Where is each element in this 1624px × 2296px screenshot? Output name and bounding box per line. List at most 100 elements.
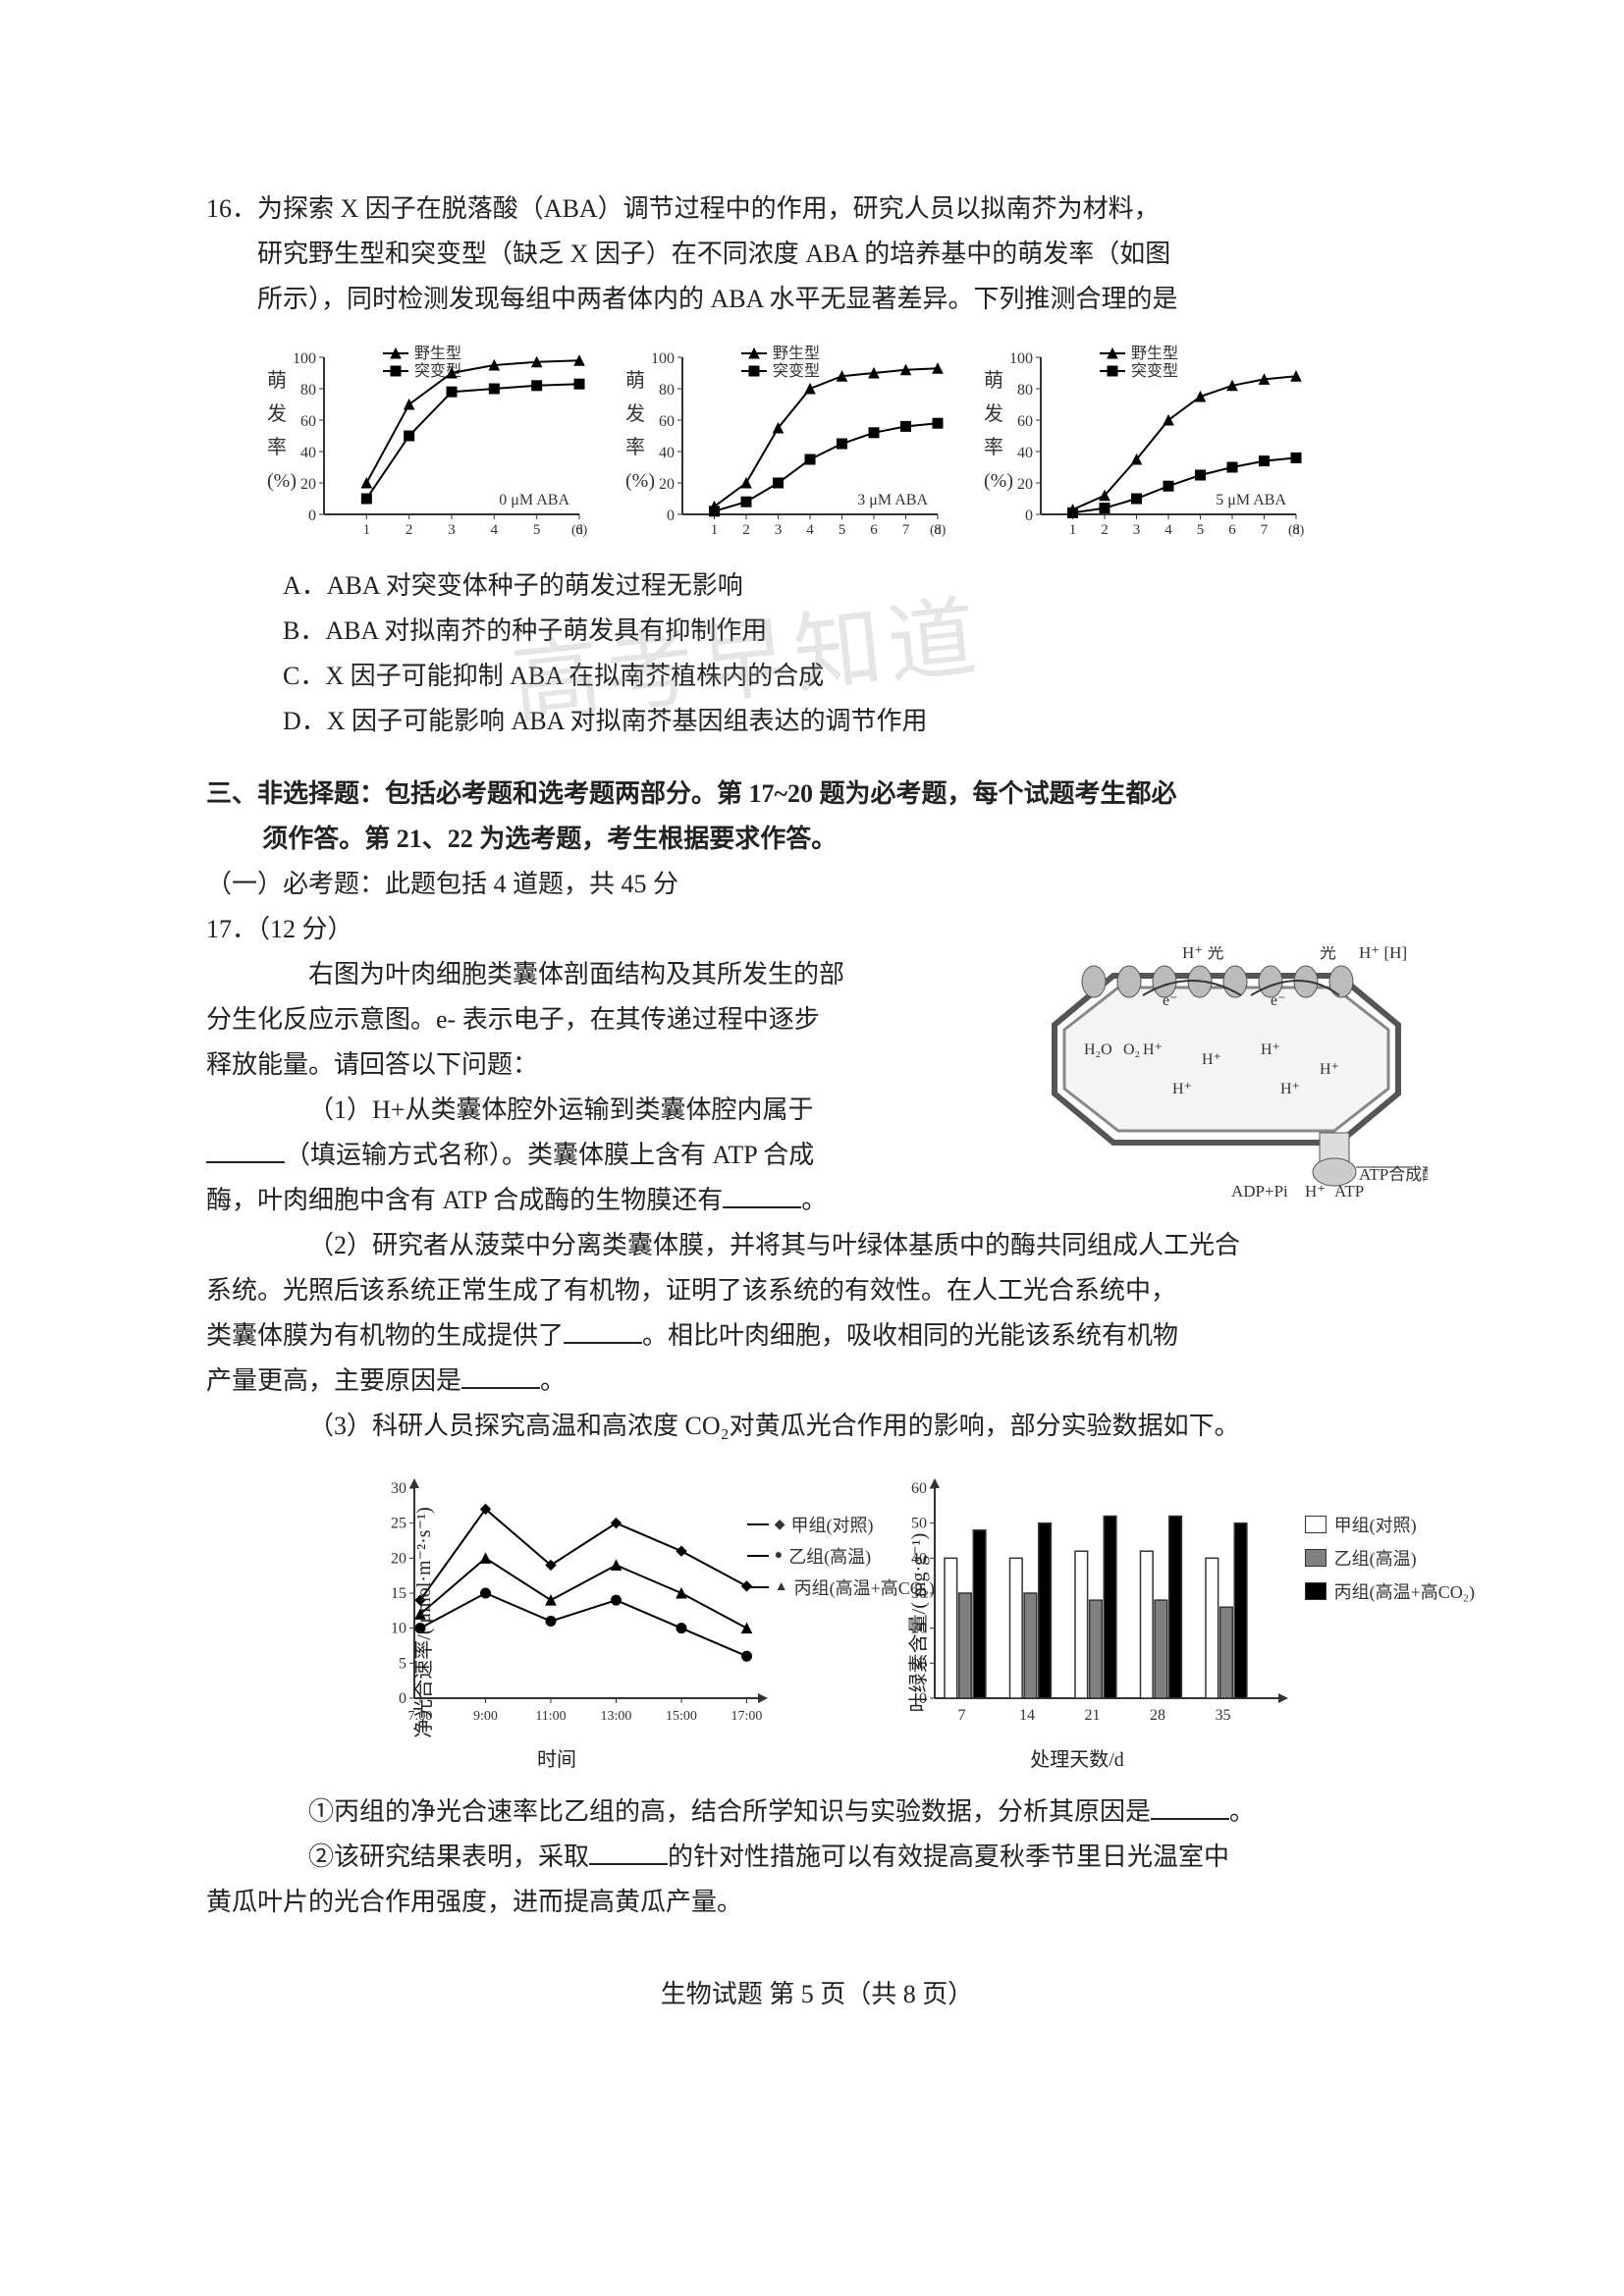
q17-sub1-l2: （填运输方式名称）。类囊体膜上含有 ATP 合成 bbox=[206, 1133, 1001, 1178]
svg-text:H⁺: H⁺ bbox=[1280, 1081, 1300, 1097]
svg-text:20: 20 bbox=[1017, 476, 1033, 493]
blank bbox=[564, 1319, 642, 1344]
q16-choice-C: C．X 因子可能抑制 ABA 在拟南芥植株内的合成 bbox=[206, 654, 1428, 699]
svg-text:2: 2 bbox=[406, 522, 413, 538]
svg-text:萌: 萌 bbox=[267, 369, 287, 392]
svg-text:萌: 萌 bbox=[625, 369, 645, 392]
q16-number: 16． bbox=[206, 194, 257, 223]
svg-text:15: 15 bbox=[391, 1585, 406, 1602]
svg-text:14: 14 bbox=[1019, 1707, 1035, 1724]
svg-text:H⁺ [H]: H⁺ [H] bbox=[1359, 946, 1407, 962]
q16-choices: A．ABA 对突变体种子的萌发过程无影响 B．ABA 对拟南芥的种子萌发具有抑制… bbox=[206, 563, 1428, 744]
svg-text:野生型: 野生型 bbox=[414, 345, 461, 362]
q16-stem-l2: 研究野生型和突变型（缺乏 X 因子）在不同浓度 ABA 的培养基中的萌发率（如图 bbox=[206, 232, 1428, 277]
svg-text:80: 80 bbox=[659, 382, 675, 399]
svg-text:e⁻: e⁻ bbox=[1271, 992, 1286, 1009]
page-footer: 生物试题 第 5 页（共 8 页） bbox=[206, 1974, 1428, 2010]
q17-pa-l1: 右图为叶肉细胞类囊体剖面结构及其所发生的部 bbox=[206, 952, 1001, 997]
svg-text:10: 10 bbox=[391, 1621, 406, 1637]
q17-sub2-l3b: 。相比叶肉细胞，吸收相同的光能该系统有机物 bbox=[642, 1321, 1178, 1350]
q17-sub2-l4a: 产量更高，主要原因是 bbox=[206, 1366, 461, 1395]
svg-text:9:00: 9:00 bbox=[473, 1709, 498, 1724]
svg-text:40: 40 bbox=[659, 445, 675, 461]
svg-text:60: 60 bbox=[1017, 413, 1033, 430]
svg-text:发: 发 bbox=[267, 402, 287, 425]
q17-sub3-q2b: 的针对性措施可以有效提高夏秋季节里日光温室中 bbox=[668, 1842, 1229, 1871]
q16-stem-l1: 为探索 X 因子在脱落酸（ABA）调节过程中的作用，研究人员以拟南芥为材料， bbox=[257, 194, 1160, 223]
svg-text:(d): (d) bbox=[1288, 523, 1305, 538]
thylakoid-diagram: H⁺H⁺H⁺H⁺H⁺H⁺e⁻e⁻H₂OO₂H⁺ 光光H⁺ [H]ATP合成酶AD… bbox=[1025, 946, 1428, 1221]
svg-text:0: 0 bbox=[667, 507, 675, 524]
svg-text:13:00: 13:00 bbox=[601, 1709, 632, 1724]
svg-text:3: 3 bbox=[1133, 522, 1141, 538]
svg-text:ADP+Pi: ADP+Pi bbox=[1231, 1182, 1288, 1201]
q17-sub2-l4: 产量更高，主要原因是 。 bbox=[206, 1359, 1428, 1404]
svg-text:O₂: O₂ bbox=[1123, 1041, 1140, 1058]
q17-line-chart: 0510152025307:009:0011:0013:0015:0017:00… bbox=[346, 1472, 768, 1772]
svg-text:ATP合成酶: ATP合成酶 bbox=[1359, 1165, 1428, 1184]
svg-text:突变型: 突变型 bbox=[1131, 362, 1178, 380]
blank bbox=[461, 1364, 540, 1389]
svg-text:H⁺: H⁺ bbox=[1202, 1051, 1221, 1068]
q17-sub3-q1-text: ①丙组的净光合速率比乙组的高，结合所学知识与实验数据，分析其原因是 bbox=[308, 1797, 1151, 1826]
q16-line1: 16．为探索 X 因子在脱落酸（ABA）调节过程中的作用，研究人员以拟南芥为材料… bbox=[206, 187, 1428, 232]
svg-text:60: 60 bbox=[659, 413, 675, 430]
bar-chart-ylabel: 叶绿素含量/( mg·g⁻¹) bbox=[902, 1532, 931, 1712]
svg-text:100: 100 bbox=[651, 350, 675, 367]
q16-stem-l3: 所示），同时检测发现每组中两者体内的 ABA 水平无显著差异。下列推测合理的是 bbox=[206, 277, 1428, 322]
svg-text:H⁺: H⁺ bbox=[1143, 1041, 1163, 1058]
section3-title-l2: 须作答。第 21、22 为选考题，考生根据要求作答。 bbox=[206, 817, 1428, 862]
svg-text:20: 20 bbox=[300, 476, 316, 493]
svg-text:(%): (%) bbox=[984, 470, 1013, 492]
svg-text:80: 80 bbox=[300, 382, 316, 399]
bar-chart-xlabel: 处理天数/d bbox=[866, 1743, 1288, 1772]
svg-text:萌: 萌 bbox=[984, 369, 1003, 392]
svg-text:(%): (%) bbox=[625, 470, 655, 492]
svg-text:5: 5 bbox=[399, 1655, 406, 1672]
q17-sub2-l1: （2）研究者从菠菜中分离类囊体膜，并将其与叶绿体基质中的酶共同组成人工光合 bbox=[206, 1223, 1428, 1268]
q16-choice-D: D．X 因子可能影响 ABA 对拟南芥基因组表达的调节作用 bbox=[206, 699, 1428, 744]
svg-text:100: 100 bbox=[293, 350, 316, 367]
svg-text:(d): (d) bbox=[930, 523, 947, 538]
svg-text:3: 3 bbox=[448, 522, 456, 538]
q16-chart-3uM: 萌发率(%)02040608010012345678(d)野生型突变型3 μM … bbox=[614, 338, 947, 544]
svg-text:50: 50 bbox=[911, 1516, 927, 1532]
svg-text:(%): (%) bbox=[267, 470, 297, 492]
svg-text:0 μM ABA: 0 μM ABA bbox=[499, 492, 569, 508]
section3-subtitle: （一）必考题：此题包括 4 道题，共 45 分 bbox=[206, 862, 1428, 907]
svg-text:25: 25 bbox=[391, 1516, 406, 1532]
q17-big-charts: 0510152025307:009:0011:0013:0015:0017:00… bbox=[206, 1472, 1428, 1772]
q17-sub1-l3: 酶，叶肉细胞中含有 ATP 合成酶的生物膜还有 。 bbox=[206, 1178, 1001, 1223]
svg-text:30: 30 bbox=[391, 1480, 406, 1497]
svg-text:突变型: 突变型 bbox=[773, 362, 820, 380]
q17-sub2-l3a: 类囊体膜为有机物的生成提供了 bbox=[206, 1321, 564, 1350]
q17-sub2-l4b: 。 bbox=[540, 1366, 566, 1395]
svg-text:4: 4 bbox=[1164, 522, 1172, 538]
svg-text:20: 20 bbox=[391, 1550, 406, 1567]
svg-text:28: 28 bbox=[1150, 1707, 1165, 1724]
q17-sub1-l1: （1）H+从类囊体腔外运输到类囊体腔内属于 bbox=[206, 1088, 1001, 1133]
svg-text:5: 5 bbox=[839, 522, 846, 538]
q16-chart-0uM: 萌发率(%)020406080100123456(d)野生型突变型0 μM AB… bbox=[255, 338, 589, 544]
svg-text:野生型: 野生型 bbox=[773, 345, 820, 362]
svg-text:率: 率 bbox=[625, 436, 645, 458]
period: 。 bbox=[1229, 1797, 1255, 1826]
svg-text:发: 发 bbox=[625, 402, 645, 425]
svg-text:H⁺: H⁺ bbox=[1320, 1061, 1339, 1078]
q17-sub1-end: 酶，叶肉细胞中含有 ATP 合成酶的生物膜还有 bbox=[206, 1186, 723, 1214]
q17-sub3-q1: ①丙组的净光合速率比乙组的高，结合所学知识与实验数据，分析其原因是 。 bbox=[206, 1789, 1428, 1835]
svg-text:H⁺ 光: H⁺ 光 bbox=[1182, 946, 1224, 962]
q17-sub1-mid: （填运输方式名称）。类囊体膜上含有 ATP 合成 bbox=[285, 1141, 814, 1169]
svg-text:60: 60 bbox=[911, 1480, 927, 1497]
svg-text:2: 2 bbox=[742, 522, 750, 538]
svg-text:3: 3 bbox=[775, 522, 783, 538]
svg-text:80: 80 bbox=[1017, 382, 1033, 399]
svg-text:17:00: 17:00 bbox=[731, 1709, 763, 1724]
svg-text:6: 6 bbox=[1228, 522, 1236, 538]
svg-text:1: 1 bbox=[1069, 522, 1077, 538]
section3-title-l1: 三、非选择题：包括必考题和选考题两部分。第 17~20 题为必考题，每个试题考生… bbox=[206, 772, 1428, 817]
period: 。 bbox=[801, 1186, 827, 1214]
q17-sub3-intro: （3）科研人员探究高温和高浓度 CO₂对黄瓜光合作用的影响，部分实验数据如下。 bbox=[206, 1404, 1428, 1449]
svg-text:1: 1 bbox=[711, 522, 719, 538]
svg-text:100: 100 bbox=[1009, 350, 1033, 367]
